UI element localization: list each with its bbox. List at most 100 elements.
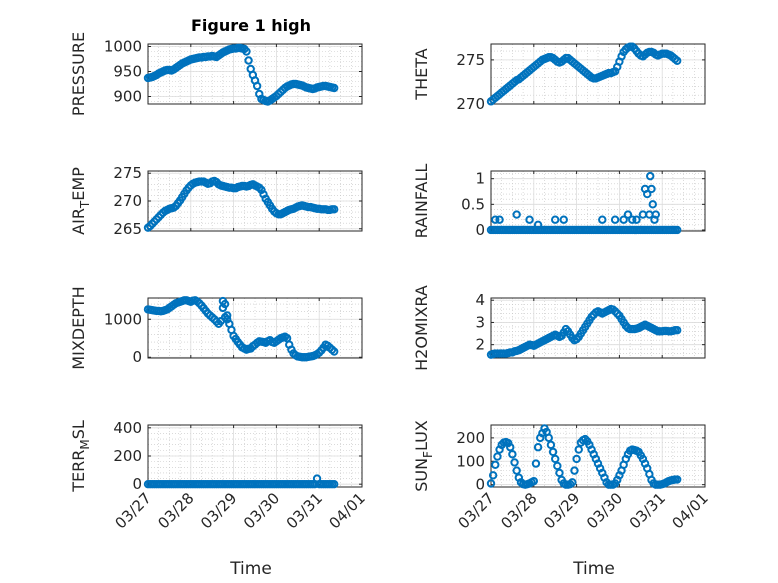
y-tick-label: 270 (456, 95, 485, 113)
series-markers (486, 304, 682, 359)
y-tick-label: 270 (113, 192, 142, 210)
x-axis-label-right: Time (572, 559, 615, 579)
x-tick-label: 03/31 (283, 489, 326, 532)
data-point (546, 440, 556, 450)
data-point (551, 454, 560, 464)
x-tick-label: 03/28 (497, 489, 540, 532)
x-tick-label: 03/29 (540, 489, 583, 532)
data-point (647, 184, 656, 194)
x-tick-label: 03/29 (197, 489, 240, 532)
series-markers (143, 43, 339, 106)
series-markers (486, 424, 682, 489)
panel-5: 0 1000 MIXDEPTH (69, 286, 363, 370)
x-tick-label: 03/28 (154, 489, 197, 532)
data-point (533, 220, 543, 230)
data-point (648, 200, 657, 209)
data-point (525, 215, 534, 224)
data-point (531, 459, 541, 468)
data-point (628, 215, 637, 224)
y-axis-label: AIRTEMP (69, 167, 92, 235)
data-point (329, 83, 339, 93)
data-point (529, 476, 538, 486)
y-axis-label: THETA (412, 48, 431, 100)
data-point (220, 299, 230, 309)
data-point (329, 205, 339, 214)
data-point (512, 466, 521, 475)
y-tick-label: 0 (475, 476, 485, 494)
data-point (544, 433, 553, 443)
axes-frame (147, 297, 363, 359)
data-point (486, 479, 496, 488)
data-point (548, 447, 558, 457)
data-point (512, 210, 521, 219)
x-tick-label: 03/30 (583, 489, 626, 532)
y-tick-label: 0 (132, 348, 142, 366)
panel-2: 270 275 THETA (412, 42, 706, 113)
data-point (222, 311, 232, 320)
figure-title: Figure 1 high (191, 16, 311, 35)
data-point (643, 189, 652, 199)
data-point (244, 56, 253, 65)
panel-8: 0 100 200 03/27 03/28 03/29 03/30 03/31 04/01 SUN… (412, 420, 712, 532)
x-tick-label: 03/31 (626, 489, 669, 532)
x-tick-label: 03/30 (240, 489, 283, 532)
series-markers (143, 176, 339, 232)
data-point (610, 215, 620, 224)
y-tick-label: 0 (475, 221, 485, 239)
y-tick-label: 950 (113, 63, 142, 81)
y-tick-label: 265 (113, 220, 142, 238)
y-axis-label: MIXDEPTH (69, 286, 88, 369)
x-tick-label: 04/01 (326, 489, 369, 532)
data-point (252, 81, 262, 91)
y-tick-label: 400 (113, 419, 142, 437)
y-tick-label: 4 (475, 291, 485, 309)
data-point (551, 215, 560, 224)
y-axis-label: H2OMIXRA (412, 285, 431, 371)
data-point (568, 478, 577, 487)
data-point (598, 215, 607, 224)
data-point (572, 454, 581, 464)
data-point (672, 56, 682, 65)
data-point (329, 479, 339, 489)
data-point (329, 347, 339, 356)
y-tick-label: 0.5 (461, 195, 485, 213)
data-point (555, 468, 564, 478)
y-axis-label: TERRMSL (69, 420, 92, 493)
series-markers (486, 171, 682, 235)
y-tick-label: 100 (456, 452, 485, 470)
data-point (672, 225, 682, 235)
data-point (493, 452, 502, 461)
data-point (533, 443, 543, 452)
data-point (559, 215, 568, 224)
data-point (242, 47, 251, 56)
data-point (495, 215, 504, 224)
y-tick-label: 200 (113, 447, 142, 465)
data-point (553, 461, 562, 471)
y-axis-label: SUNFLUX (412, 420, 435, 492)
y-tick-label: 275 (456, 51, 485, 69)
data-point (623, 210, 633, 219)
y-tick-label: 200 (456, 429, 485, 447)
data-point (506, 443, 515, 452)
data-point (574, 445, 583, 454)
y-tick-label: 2 (475, 336, 485, 354)
data-point (672, 475, 682, 484)
y-tick-label: 3 (475, 313, 485, 331)
series-markers (486, 42, 682, 106)
axes-frame (490, 43, 706, 105)
axes-frame (490, 424, 706, 488)
data-point (646, 171, 655, 181)
y-tick-label: 1000 (104, 38, 142, 56)
x-tick-label: 03/27 (112, 489, 155, 532)
series-markers (143, 474, 339, 489)
x-axis-label-left: Time (229, 559, 272, 579)
data-point (510, 458, 519, 467)
data-point (651, 210, 660, 219)
panel-3: 265 270 275 AIRTEMP (69, 164, 363, 238)
series-markers (143, 296, 339, 362)
y-axis-label: PRESSURE (69, 32, 88, 116)
panel-7: 0 200 400 03/27 03/28 03/29 03/30 03/31 04/01 TER… (69, 419, 369, 533)
data-point (632, 215, 641, 224)
panel-1: 900 950 1000 PRESSURE (69, 32, 363, 116)
